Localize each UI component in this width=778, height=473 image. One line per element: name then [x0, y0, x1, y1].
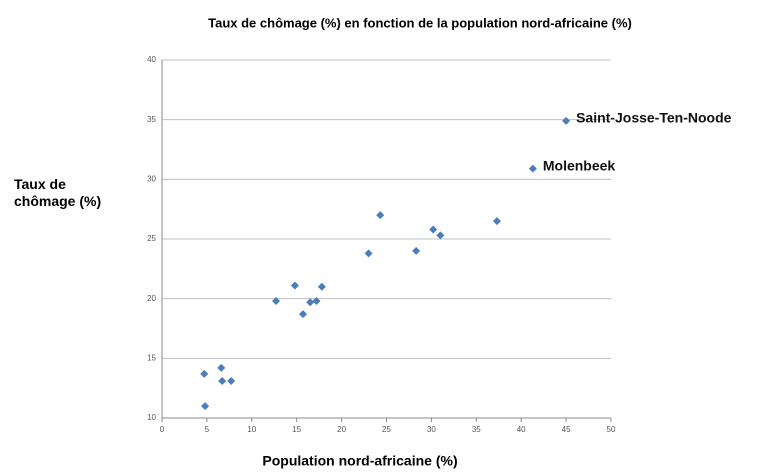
point: [200, 369, 209, 378]
point: [364, 249, 373, 258]
x-tick-label: 40: [517, 425, 526, 434]
annotation: Saint-Josse-Ten-Noode: [576, 110, 732, 126]
point: [227, 377, 236, 386]
point: [272, 297, 281, 306]
x-tick-label: 10: [247, 425, 256, 434]
x-tick-label: 5: [205, 425, 210, 434]
x-tick-label: 15: [292, 425, 301, 434]
annotation: Molenbeek: [543, 157, 616, 173]
y-axis-label: Taux de chômage (%): [14, 176, 102, 209]
x-tick-label: 25: [382, 425, 391, 434]
y-tick-label: 15: [147, 353, 156, 362]
y-tick-label: 35: [147, 115, 156, 124]
point: [412, 246, 421, 255]
point: [290, 281, 299, 290]
x-tick-label: 35: [472, 425, 481, 434]
point: [376, 211, 385, 220]
x-tick-label: 45: [562, 425, 571, 434]
point: [312, 297, 321, 306]
point: [201, 402, 210, 411]
point: [429, 225, 438, 234]
point: [528, 164, 537, 173]
x-tick-label: 20: [337, 425, 346, 434]
point: [562, 116, 571, 125]
point: [492, 217, 501, 226]
point: [217, 363, 226, 372]
y-tick-label: 25: [147, 234, 156, 243]
y-tick-label: 20: [147, 294, 156, 303]
y-tick-label: 10: [147, 413, 156, 422]
point: [218, 377, 227, 386]
x-axis-label: Population nord-africaine (%): [262, 453, 457, 469]
chart-title: Taux de chômage (%) en fonction de la po…: [208, 15, 632, 30]
y-tick-label: 30: [147, 174, 156, 183]
y-tick-label: 40: [147, 55, 156, 64]
point: [298, 310, 307, 319]
point: [317, 282, 326, 291]
x-tick-label: 30: [427, 425, 436, 434]
point: [436, 231, 445, 240]
point: [306, 298, 315, 307]
x-tick-label: 50: [607, 425, 616, 434]
x-tick-label: 0: [160, 425, 165, 434]
